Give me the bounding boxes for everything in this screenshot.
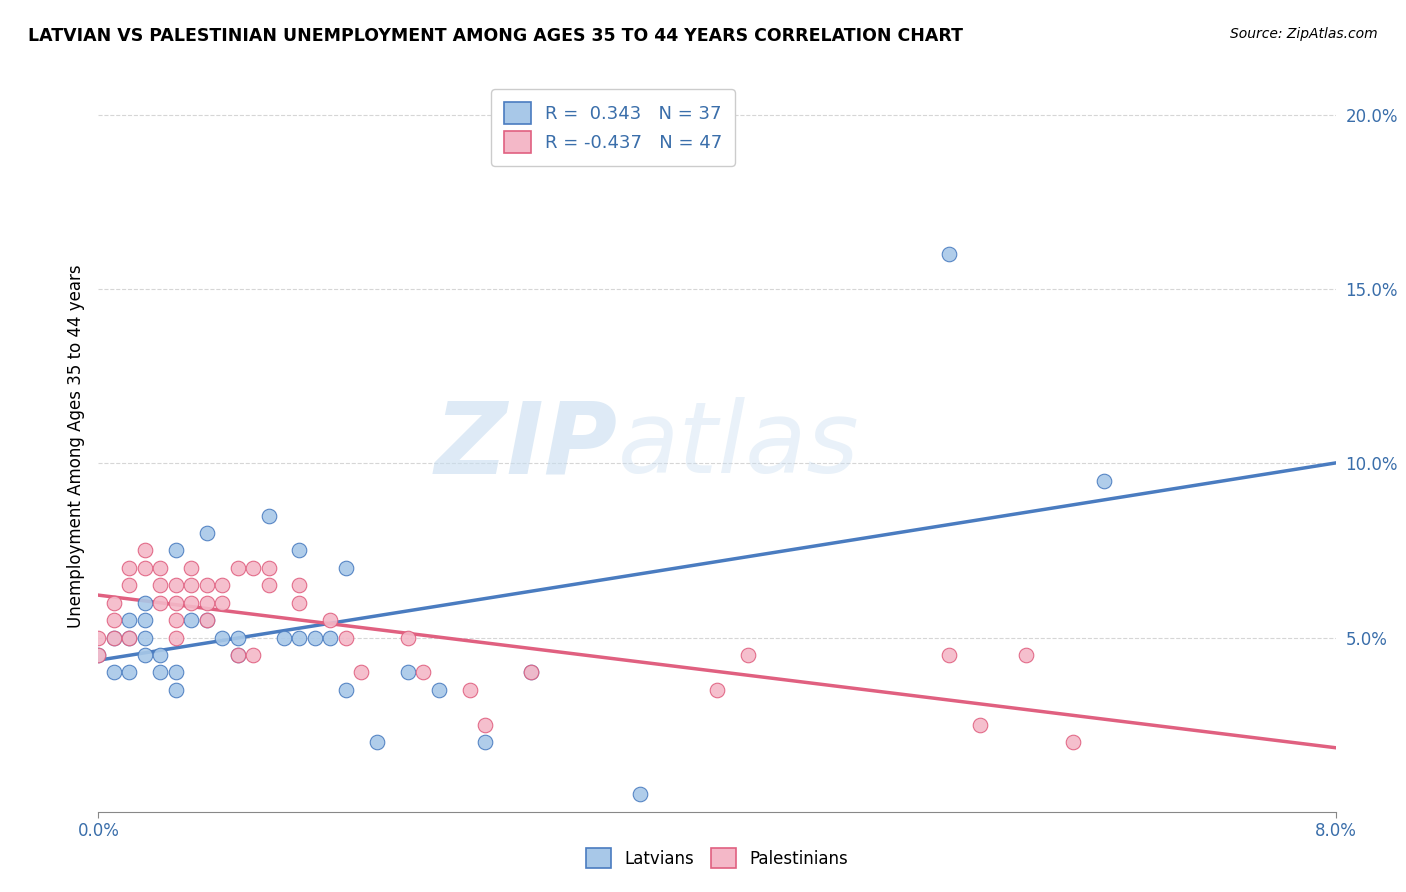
Point bbox=[180, 578, 202, 592]
Text: Source: ZipAtlas.com: Source: ZipAtlas.com bbox=[1230, 27, 1378, 41]
Point bbox=[458, 682, 481, 697]
Point bbox=[103, 631, 125, 645]
Point bbox=[396, 631, 419, 645]
Point bbox=[165, 682, 187, 697]
Point bbox=[938, 648, 960, 662]
Point bbox=[706, 682, 728, 697]
Point bbox=[87, 631, 110, 645]
Point bbox=[520, 665, 543, 680]
Point bbox=[226, 648, 249, 662]
Point bbox=[211, 596, 233, 610]
Point bbox=[134, 613, 156, 627]
Point bbox=[149, 596, 172, 610]
Point bbox=[134, 543, 156, 558]
Point bbox=[180, 561, 202, 575]
Point bbox=[149, 648, 172, 662]
Point bbox=[103, 665, 125, 680]
Point bbox=[103, 631, 125, 645]
Point bbox=[288, 543, 311, 558]
Point bbox=[118, 665, 141, 680]
Point bbox=[938, 247, 960, 261]
Point bbox=[103, 613, 125, 627]
Point bbox=[1015, 648, 1038, 662]
Point bbox=[165, 543, 187, 558]
Text: atlas: atlas bbox=[619, 398, 859, 494]
Point bbox=[149, 561, 172, 575]
Point bbox=[195, 613, 218, 627]
Point bbox=[118, 578, 141, 592]
Point bbox=[149, 665, 172, 680]
Point bbox=[288, 596, 311, 610]
Point bbox=[304, 631, 326, 645]
Point bbox=[118, 613, 141, 627]
Legend: Latvians, Palestinians: Latvians, Palestinians bbox=[578, 839, 856, 877]
Point bbox=[226, 631, 249, 645]
Point bbox=[257, 561, 280, 575]
Point bbox=[319, 631, 342, 645]
Point bbox=[1062, 735, 1084, 749]
Point bbox=[257, 578, 280, 592]
Point bbox=[134, 561, 156, 575]
Point bbox=[165, 665, 187, 680]
Text: LATVIAN VS PALESTINIAN UNEMPLOYMENT AMONG AGES 35 TO 44 YEARS CORRELATION CHART: LATVIAN VS PALESTINIAN UNEMPLOYMENT AMON… bbox=[28, 27, 963, 45]
Point bbox=[103, 596, 125, 610]
Point bbox=[165, 596, 187, 610]
Point bbox=[195, 596, 218, 610]
Point bbox=[87, 648, 110, 662]
Point bbox=[427, 682, 450, 697]
Point bbox=[335, 682, 357, 697]
Point bbox=[288, 578, 311, 592]
Point bbox=[396, 665, 419, 680]
Point bbox=[520, 665, 543, 680]
Point bbox=[134, 648, 156, 662]
Point bbox=[242, 561, 264, 575]
Point bbox=[242, 648, 264, 662]
Point bbox=[288, 631, 311, 645]
Point bbox=[134, 631, 156, 645]
Text: ZIP: ZIP bbox=[434, 398, 619, 494]
Point bbox=[412, 665, 434, 680]
Point bbox=[211, 578, 233, 592]
Point bbox=[180, 613, 202, 627]
Point bbox=[226, 648, 249, 662]
Point bbox=[335, 631, 357, 645]
Point bbox=[118, 631, 141, 645]
Point bbox=[165, 578, 187, 592]
Point bbox=[118, 561, 141, 575]
Point bbox=[226, 561, 249, 575]
Point bbox=[195, 613, 218, 627]
Point bbox=[87, 648, 110, 662]
Point bbox=[195, 526, 218, 541]
Y-axis label: Unemployment Among Ages 35 to 44 years: Unemployment Among Ages 35 to 44 years bbox=[66, 264, 84, 628]
Point bbox=[1092, 474, 1115, 488]
Point bbox=[257, 508, 280, 523]
Point bbox=[180, 596, 202, 610]
Point bbox=[969, 717, 991, 731]
Point bbox=[118, 631, 141, 645]
Point bbox=[319, 613, 342, 627]
Point bbox=[134, 596, 156, 610]
Point bbox=[195, 578, 218, 592]
Point bbox=[737, 648, 759, 662]
Point bbox=[211, 631, 233, 645]
Point bbox=[350, 665, 373, 680]
Point bbox=[628, 787, 651, 801]
Point bbox=[149, 578, 172, 592]
Point bbox=[474, 735, 496, 749]
Point bbox=[335, 561, 357, 575]
Point bbox=[474, 717, 496, 731]
Point bbox=[165, 631, 187, 645]
Point bbox=[165, 613, 187, 627]
Point bbox=[366, 735, 388, 749]
Point bbox=[273, 631, 295, 645]
